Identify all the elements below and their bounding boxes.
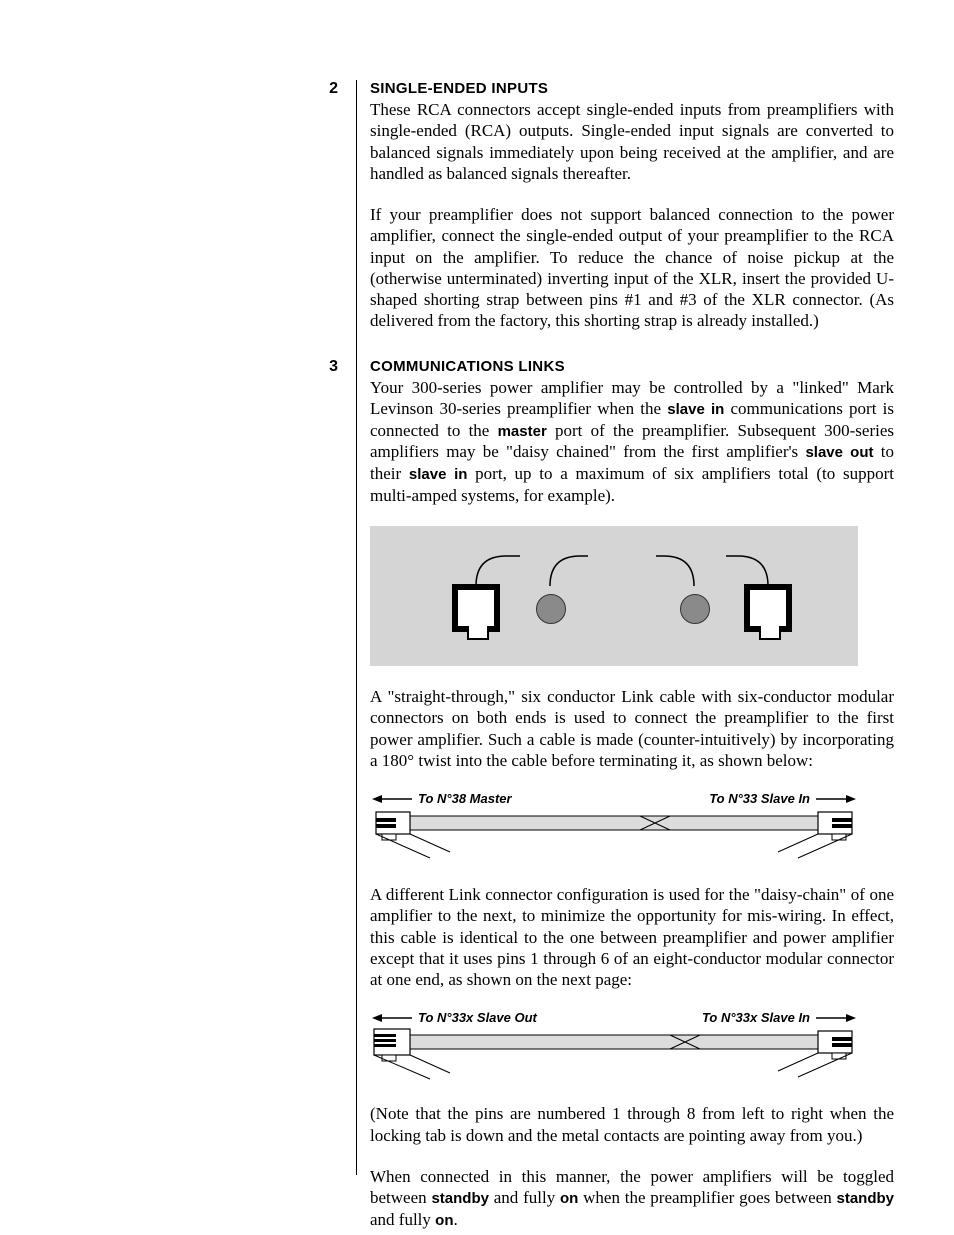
- section-3-content: COMMUNICATIONS LINKS Your 300-series pow…: [356, 358, 894, 1231]
- text-run: and fully: [489, 1188, 560, 1207]
- arrow-right-icon: [816, 1013, 856, 1023]
- arrow-right-icon: [816, 794, 856, 804]
- section-number: 3: [60, 358, 356, 1231]
- margin-rule: [356, 80, 357, 1175]
- cable-1-right-label: To N°33 Slave In: [709, 791, 856, 806]
- cable-1-svg: [370, 808, 858, 866]
- bold-slave-in: slave in: [667, 401, 724, 418]
- section-2: 2 SINGLE-ENDED INPUTS These RCA connecto…: [60, 80, 894, 332]
- section-number: 2: [60, 80, 356, 332]
- comm-links-diagram: [370, 526, 858, 666]
- text-run: when the preamplifier goes between: [578, 1188, 836, 1207]
- cable-2-svg: [370, 1027, 858, 1085]
- section-2-para-1: These RCA connectors accept single-ended…: [370, 99, 894, 184]
- label-text: To N°33 Slave In: [709, 791, 810, 806]
- section-3-para-4: (Note that the pins are numbered 1 throu…: [370, 1103, 894, 1146]
- label-text: To N°33x Slave Out: [418, 1010, 537, 1025]
- bold-slave-in-2: slave in: [409, 466, 468, 483]
- text-run: and fully: [370, 1210, 435, 1229]
- arrow-left-icon: [372, 1013, 412, 1023]
- cable-1-labels: To N°38 Master To N°33 Slave In: [370, 791, 858, 806]
- cable-diagram-1: To N°38 Master To N°33 Slave In: [370, 791, 858, 866]
- bold-standby: standby: [431, 1190, 489, 1207]
- bold-standby-2: standby: [837, 1190, 895, 1207]
- bold-on: on: [560, 1190, 578, 1207]
- rj-port-slave-out: [744, 584, 792, 632]
- label-text: To N°33x Slave In: [702, 1010, 810, 1025]
- cable-1-left-label: To N°38 Master: [372, 791, 512, 806]
- cable-2-labels: To N°33x Slave Out To N°33x Slave In: [370, 1010, 858, 1025]
- section-2-heading: SINGLE-ENDED INPUTS: [370, 80, 894, 97]
- led-left: [536, 594, 566, 624]
- bold-on-2: on: [435, 1212, 453, 1229]
- bold-master: master: [498, 423, 547, 440]
- section-2-content: SINGLE-ENDED INPUTS These RCA connectors…: [356, 80, 894, 332]
- cable-diagram-2: To N°33x Slave Out To N°33x Slave In: [370, 1010, 858, 1085]
- rj-port-slave-in: [452, 584, 500, 632]
- section-3-para-2: A "straight-through," six conductor Link…: [370, 686, 894, 771]
- section-3: 3 COMMUNICATIONS LINKS Your 300-series p…: [60, 358, 894, 1231]
- manual-page: 2 SINGLE-ENDED INPUTS These RCA connecto…: [0, 0, 954, 1235]
- bold-slave-out: slave out: [805, 444, 873, 461]
- cable-2-right-label: To N°33x Slave In: [702, 1010, 856, 1025]
- section-3-heading: COMMUNICATIONS LINKS: [370, 358, 894, 375]
- text-run: .: [453, 1210, 457, 1229]
- section-2-para-2: If your preamplifier does not support ba…: [370, 204, 894, 332]
- section-3-para-3: A different Link connector configuration…: [370, 884, 894, 990]
- label-text: To N°38 Master: [418, 791, 512, 806]
- led-right: [680, 594, 710, 624]
- section-3-para-1: Your 300-series power amplifier may be c…: [370, 377, 894, 507]
- arrow-left-icon: [372, 794, 412, 804]
- section-3-para-5: When connected in this manner, the power…: [370, 1166, 894, 1231]
- cable-2-left-label: To N°33x Slave Out: [372, 1010, 537, 1025]
